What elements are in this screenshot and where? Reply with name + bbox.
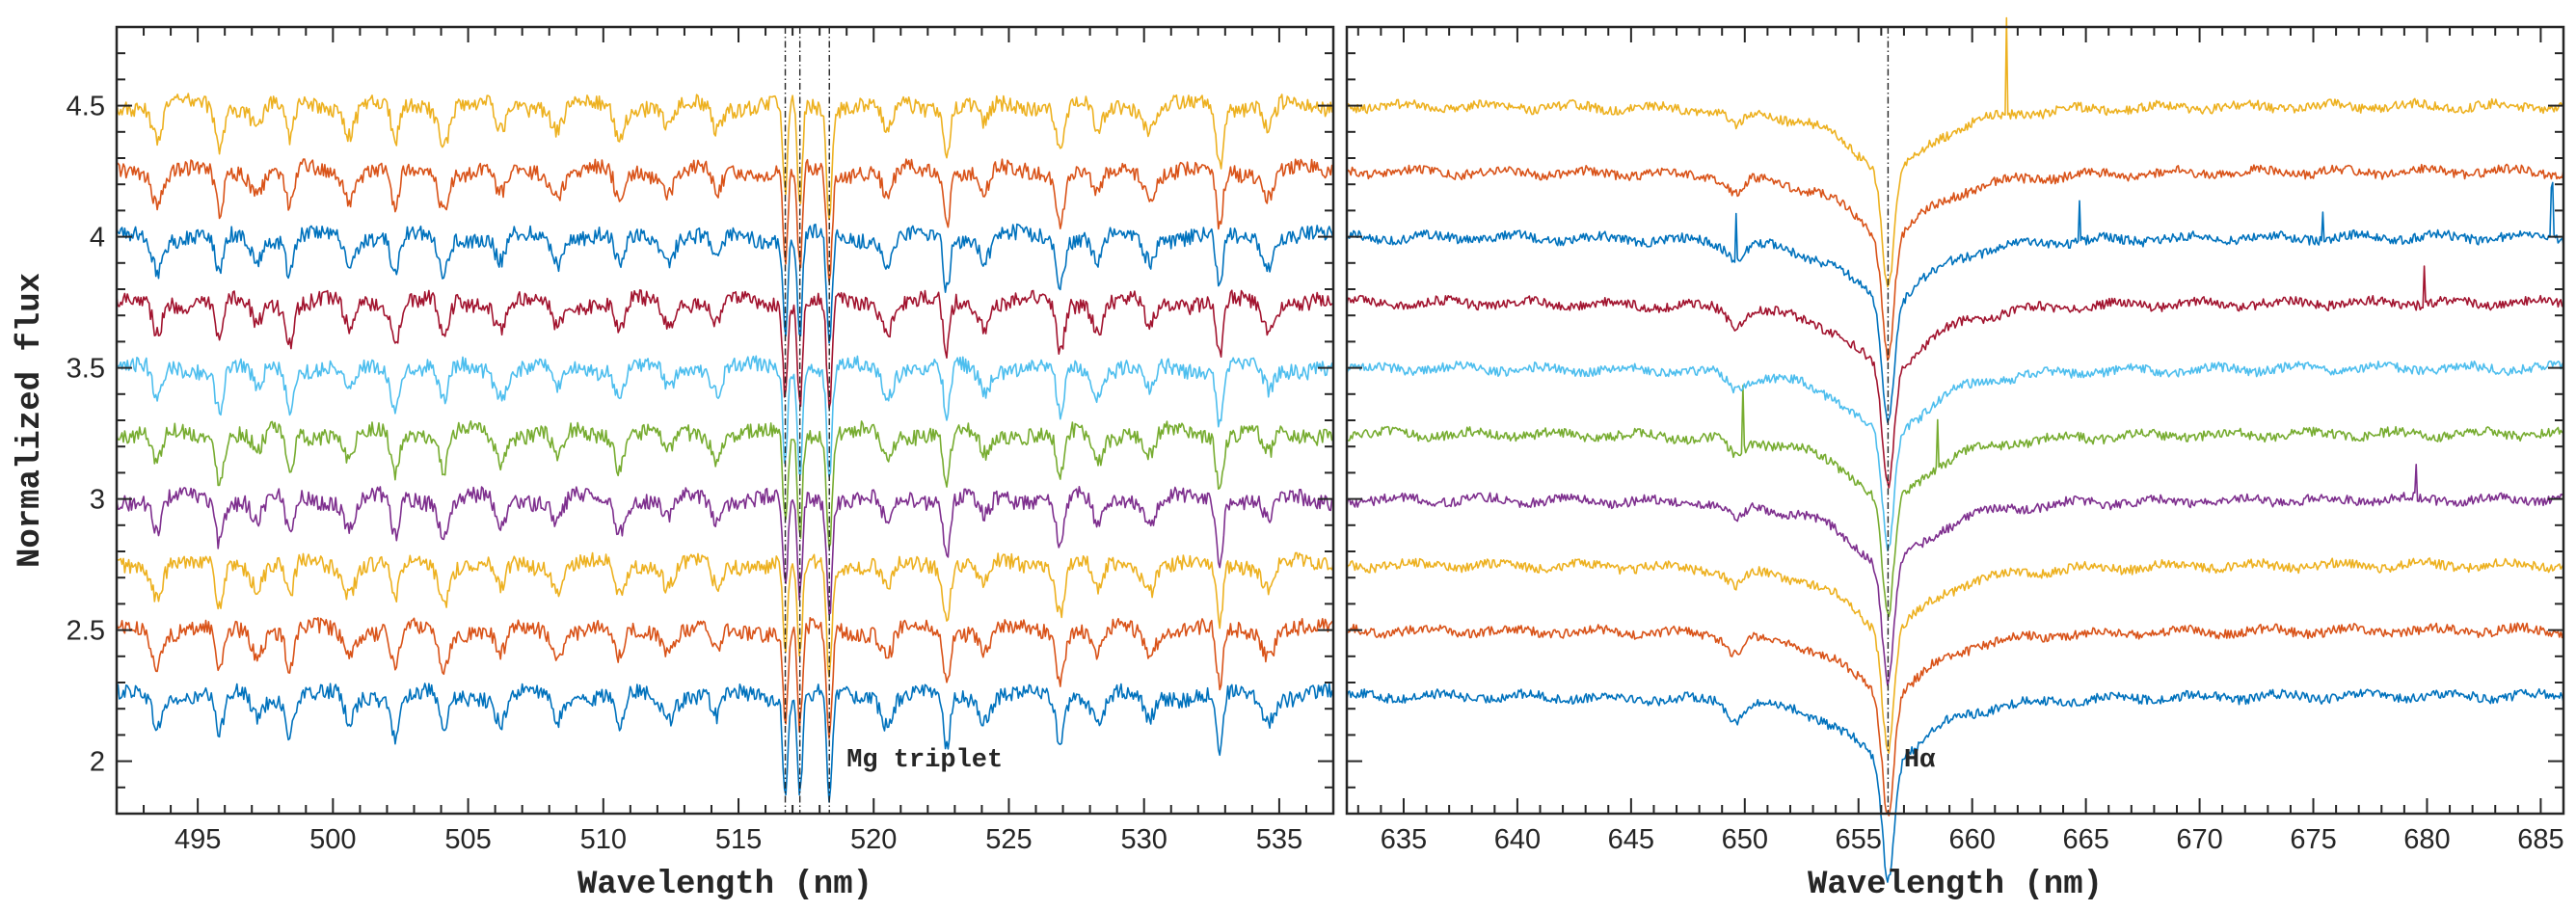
left-x-tick-label: 495 (174, 824, 221, 855)
right-spectrum-series-6 (1346, 360, 2564, 552)
right-spectrum-series-7 (1346, 265, 2564, 489)
right-x-axis-ticks: 635 640 645 650 655 660 665 670 675 680 685 (1356, 27, 2564, 855)
left-spectrum-series-1 (116, 683, 1334, 803)
left-y-tick-label: 3 (90, 485, 105, 516)
right-x-tick-label: 665 (2062, 824, 2108, 855)
right-spectrum-series-8 (1346, 181, 2564, 423)
mg-triplet-annotation: Mg triplet (846, 746, 1003, 775)
right-x-tick-label: 685 (2517, 824, 2563, 855)
left-y-axis-ticks: 2 2.5 3 3.5 4 4.5 (67, 26, 1333, 815)
right-panel-h-alpha-spectra: Hα 635 640 645 650 655 660 665 670 675 680 685 Wav… (1345, 16, 2565, 903)
right-x-tick-label: 650 (1722, 824, 1768, 855)
left-panel-blue-green-spectra: Mg triplet 495 500 505 510 515 520 525 530 535 2… (13, 25, 1335, 903)
left-x-tick-label: 520 (850, 824, 897, 855)
right-spectrum-series-1 (1346, 687, 2564, 883)
left-x-tick-label: 530 (1120, 824, 1167, 855)
left-x-tick-label: 525 (985, 824, 1032, 855)
left-spectrum-series-10 (116, 93, 1334, 221)
left-x-tick-label: 535 (1256, 824, 1302, 855)
right-spectrum-series-10 (1346, 16, 2564, 288)
left-y-tick-label: 3.5 (67, 354, 105, 385)
right-spectrum-series-2 (1347, 622, 2564, 817)
left-x-axis-ticks: 495 500 505 510 515 520 525 530 535 (116, 27, 1334, 855)
right-x-tick-label: 670 (2176, 824, 2222, 855)
left-spectrum-series-2 (116, 617, 1334, 739)
right-spectrum-series-5 (1346, 385, 2564, 618)
h-alpha-annotation: Hα (1904, 746, 1936, 775)
right-x-tick-label: 660 (1948, 824, 1995, 855)
right-plot-frame (1345, 25, 2565, 816)
right-spectrum-series-4 (1346, 464, 2564, 686)
left-x-axis-label: Wavelength (nm) (577, 867, 872, 903)
left-x-tick-label: 500 (309, 824, 356, 855)
right-spectra-group (1346, 16, 2564, 883)
left-marker-lines (784, 27, 830, 814)
left-spectra-group (116, 93, 1334, 803)
right-x-tick-label: 675 (2290, 824, 2336, 855)
left-spectrum-series-8 (116, 223, 1334, 344)
right-x-tick-label: 635 (1381, 824, 1427, 855)
left-spectrum-series-6 (116, 355, 1334, 478)
right-spectrum-series-3 (1346, 557, 2564, 754)
left-y-tick-label: 2.5 (67, 616, 105, 647)
left-spectrum-series-7 (116, 289, 1334, 409)
y-axis-label: Normalized flux (13, 273, 49, 568)
right-x-tick-label: 680 (2403, 824, 2450, 855)
left-spectrum-series-5 (116, 420, 1334, 549)
right-x-tick-label: 640 (1494, 824, 1541, 855)
left-spectrum-series-3 (116, 551, 1334, 679)
left-x-tick-label: 510 (580, 824, 627, 855)
right-x-axis-label: Wavelength (nm) (1808, 867, 2103, 903)
left-y-tick-label: 4.5 (67, 92, 105, 122)
right-x-tick-label: 655 (1836, 824, 1882, 855)
left-x-tick-label: 515 (715, 824, 762, 855)
right-spectrum-series-9 (1346, 163, 2564, 362)
left-y-tick-label: 2 (90, 747, 105, 778)
left-spectrum-series-4 (116, 486, 1334, 615)
left-plot-frame (115, 25, 1335, 816)
left-x-tick-label: 505 (444, 824, 491, 855)
left-spectrum-series-9 (116, 158, 1334, 282)
right-x-tick-label: 645 (1608, 824, 1654, 855)
left-y-tick-label: 4 (90, 223, 105, 254)
